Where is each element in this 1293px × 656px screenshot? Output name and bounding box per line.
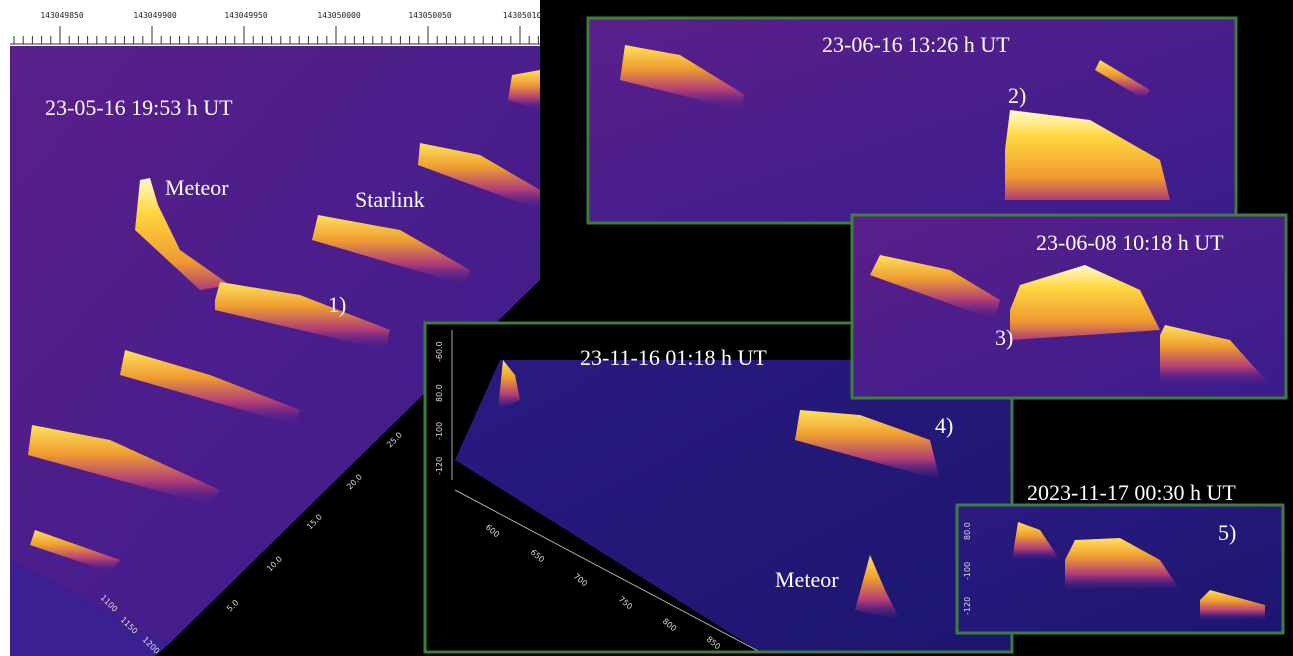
side-tick-label: -60.0 [435, 341, 444, 362]
side-tick-label: -120 [435, 457, 444, 475]
side-tick-label: 5.0 [225, 598, 240, 613]
annotation: 5) [1218, 520, 1236, 545]
panel-label: 23-06-08 10:18 h UT [1036, 230, 1224, 255]
top-tick-label: 14305010 [503, 11, 542, 20]
annotation: 3) [995, 325, 1013, 350]
side-tick-label: 80.0 [435, 384, 444, 402]
side-tick-label: -120 [963, 597, 972, 615]
panel-label: 2023-11-17 00:30 h UT [1027, 480, 1236, 505]
side-tick-label: 15.0 [305, 512, 324, 531]
top-tick-label: 143049850 [40, 11, 84, 20]
panel-label: 23-05-16 19:53 h UT [45, 95, 233, 120]
top-tick-label: 143049950 [224, 11, 268, 20]
side-tick-label: -100 [435, 422, 444, 440]
annotation: Meteor [165, 175, 229, 200]
side-tick-label: 25.0 [385, 430, 404, 449]
side-tick-label: 20.0 [345, 472, 364, 491]
top-tick-label: 143049900 [133, 11, 177, 20]
annotation: 2) [1008, 83, 1026, 108]
annotation: 1) [328, 292, 346, 317]
collage: 143049850 143049900 143049950 143050000 … [0, 0, 1293, 656]
panel-label: 23-11-16 01:18 h UT [580, 345, 767, 370]
side-tick-label: 10.0 [265, 554, 284, 573]
margin [0, 46, 10, 656]
panel-3: 23-06-08 10:18 h UT 3) [852, 215, 1286, 398]
side-tick-label: 80.0 [963, 522, 972, 540]
annotation: Meteor [775, 567, 839, 592]
panel-2: 23-06-16 13:26 h UT 2) [588, 18, 1236, 223]
ruler-bg [0, 0, 540, 46]
panel-label: 23-06-16 13:26 h UT [822, 32, 1010, 57]
annotation: Starlink [355, 187, 425, 212]
side-tick-label: -100 [963, 562, 972, 580]
annotation: 4) [935, 413, 953, 438]
top-tick-label: 143050050 [408, 11, 452, 20]
top-tick-label: 143050000 [317, 11, 361, 20]
